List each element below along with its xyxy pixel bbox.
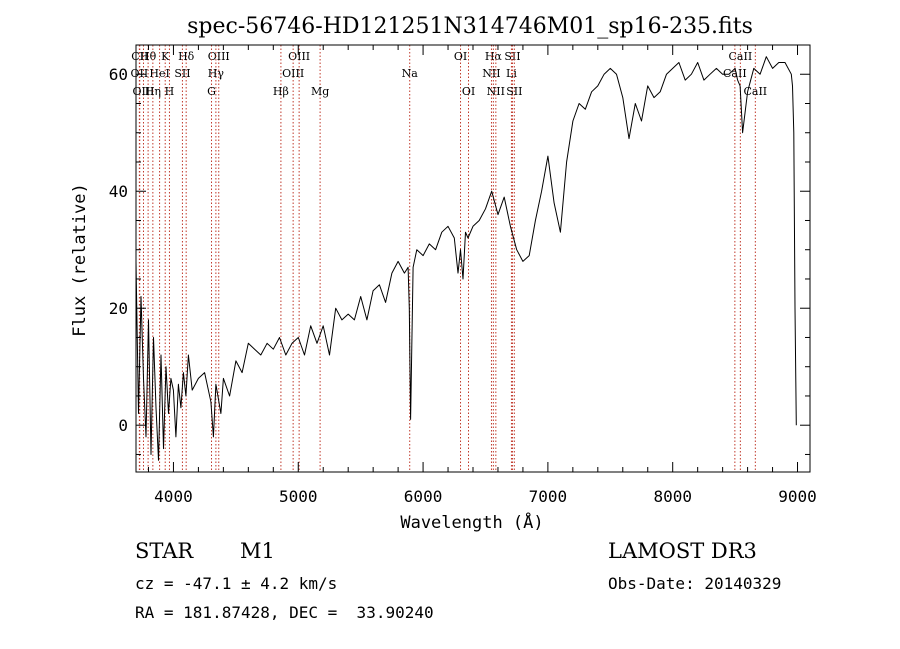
spectrum-layer [135, 56, 797, 461]
observation-date: Obs-Date: 20140329 [608, 574, 782, 593]
object-subclass: M1 [240, 539, 275, 563]
x-tick-label-0: 4000 [154, 487, 193, 506]
line-label-18: CaII [723, 67, 747, 80]
line-label-22: G [207, 85, 216, 98]
axis-ticks: 4000 5000 6000 7000 8000 9000 0 20 40 60 [109, 44, 817, 506]
line-label-4: OIII [208, 50, 230, 63]
line-label-17: Li [506, 67, 517, 80]
line-label-20: Hη [145, 85, 161, 98]
spectrum-line [135, 56, 797, 461]
line-label-21: H [165, 85, 175, 98]
y-tick-label-3: 60 [109, 65, 128, 84]
x-tick-label-5: 9000 [778, 487, 817, 506]
line-label-2: K [161, 50, 170, 63]
x-tick-label-4: 8000 [653, 487, 692, 506]
line-label-7: Hα [485, 50, 503, 63]
line-label-15: Na [402, 67, 419, 80]
coordinates-readout: RA = 181.87428, DEC = 33.90240 [135, 603, 434, 622]
y-tick-label-0: 0 [118, 416, 128, 435]
chart-title: spec-56746-HD121251N314746M01_sp16-235.f… [187, 14, 753, 39]
line-label-19: OIII [132, 85, 154, 98]
x-axis-label: Wavelength (Å) [400, 511, 543, 533]
line-label-23: Hβ [273, 85, 289, 98]
object-class: STAR [135, 539, 194, 563]
line-label-10: OII [131, 67, 149, 80]
line-label-25: OI [462, 85, 475, 98]
plot-frame [135, 44, 811, 473]
x-tick-label-3: 7000 [529, 487, 568, 506]
y-tick-label-1: 20 [109, 299, 128, 318]
survey-name: LAMOST DR3 [608, 539, 757, 563]
line-label-11: HeI [149, 67, 169, 80]
line-label-16: NII [482, 67, 500, 80]
emission-line-markers: HθCIIKHδOIIIOIIIOIHαSIICaIIOIIHeISIIHγOI… [131, 45, 767, 472]
line-label-5: OIII [288, 50, 310, 63]
line-label-27: SII [506, 85, 522, 98]
line-label-9: CaII [729, 50, 753, 63]
line-label-3: Hδ [178, 50, 195, 63]
line-label-6: OI [454, 50, 467, 63]
plot-border [135, 44, 811, 473]
line-label-8: SII [504, 50, 520, 63]
x-tick-label-2: 6000 [404, 487, 443, 506]
x-tick-label-1: 5000 [279, 487, 318, 506]
y-tick-label-2: 40 [109, 182, 128, 201]
line-label-28: CaII [743, 85, 767, 98]
line-label-24: Mg [311, 85, 329, 98]
y-axis-label: Flux (relative) [70, 183, 90, 337]
line-label-13: Hγ [208, 67, 225, 80]
line-label-26: NII [487, 85, 505, 98]
redshift-readout: cz = -47.1 ± 4.2 km/s [135, 574, 338, 593]
line-label-14: OIII [282, 67, 304, 80]
line-label-12: SII [174, 67, 190, 80]
